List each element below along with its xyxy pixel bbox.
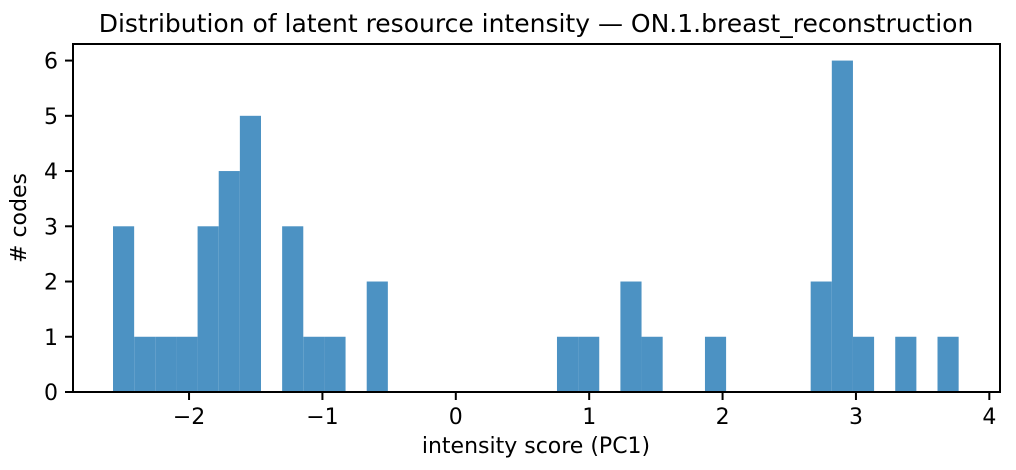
histogram-bar: [303, 336, 325, 392]
axis-layer: −2 −1 0 1 2 3 4 0 1 2 3 4 5 6: [44, 43, 1001, 430]
histogram-bar: [831, 60, 853, 392]
x-tick-label: −1: [306, 405, 338, 430]
histogram-bar: [155, 336, 177, 392]
y-tick-label: 1: [44, 326, 58, 351]
x-axis-label: intensity score (PC1): [422, 434, 650, 459]
histogram-bar: [176, 336, 198, 392]
x-tick-label: −2: [173, 405, 205, 430]
x-tick-label: 1: [582, 405, 596, 430]
histogram-bar: [620, 281, 642, 392]
histogram-bar: [324, 336, 346, 392]
histogram-bar: [641, 336, 663, 392]
y-tick-label: 0: [44, 381, 58, 406]
histogram-bar: [113, 226, 135, 392]
x-tick-label: 3: [849, 405, 863, 430]
histogram-bar: [366, 281, 388, 392]
histogram-bar: [852, 336, 875, 392]
y-tick-label: 5: [44, 105, 58, 130]
y-tick-label: 2: [44, 271, 58, 296]
histogram-bar: [197, 226, 219, 392]
histogram-bar: [578, 336, 600, 392]
y-tick-label: 3: [44, 215, 58, 240]
histogram-bar: [218, 171, 240, 392]
histogram-bar: [239, 115, 261, 392]
y-axis-label: # codes: [7, 173, 32, 263]
histogram-bar: [556, 336, 579, 392]
plot-border: [72, 43, 1001, 393]
histogram-bar: [704, 336, 727, 392]
y-tick-label: 6: [44, 50, 58, 75]
histogram-bar: [282, 226, 304, 392]
x-tick-label: 0: [449, 405, 463, 430]
histogram-bar: [937, 336, 959, 392]
bars-layer: [113, 60, 959, 392]
x-tick-label: 2: [716, 405, 730, 430]
histogram-bar: [810, 281, 832, 392]
histogram-bar: [134, 336, 156, 392]
x-tick-label: 4: [982, 405, 996, 430]
chart-title: Distribution of latent resource intensit…: [99, 9, 974, 38]
histogram-bar: [895, 336, 917, 392]
y-tick-label: 4: [44, 160, 58, 185]
